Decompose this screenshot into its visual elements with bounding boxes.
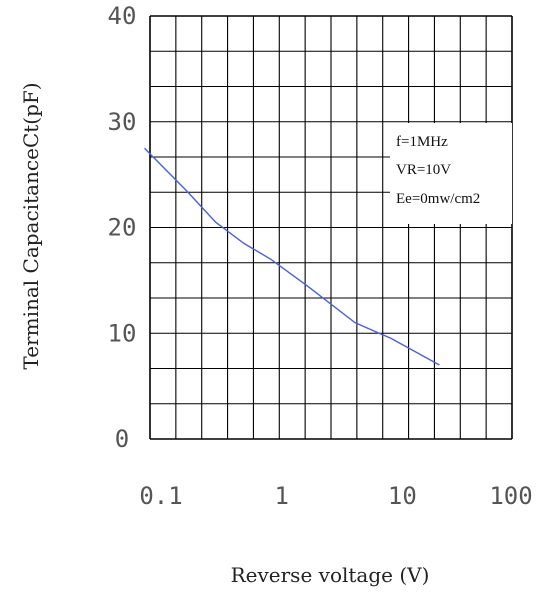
x-tick-label: 0.1 [139,482,182,510]
x-tick-label: 10 [388,482,417,510]
y-tick-label: 40 [108,2,137,30]
y-tick-label: 30 [108,108,137,136]
x-tick-label: 100 [489,482,532,510]
y-tick-label: 20 [108,214,137,242]
y-tick-labels: 0 10 20 30 40 [108,2,137,453]
annotation-irradiance: Ee=0mw/cm2 [396,191,480,207]
x-axis-label: Reverse voltage (V) [231,563,430,587]
annotation-frequency: f=1MHz [396,134,448,150]
x-tick-label: 1 [274,482,288,510]
series-line [144,147,440,366]
y-tick-label: 10 [108,319,137,347]
y-axis-label: Terminal CapacitanceCt(pF) [19,82,43,369]
annotation-box: f=1MHz VR=10V Ee=0mw/cm2 [390,123,512,224]
x-tick-labels: 0.1 1 10 100 [139,482,532,510]
annotation-background [390,123,512,224]
annotation-voltage: VR=10V [396,162,451,178]
y-tick-label: 0 [115,425,129,453]
grid [149,15,513,440]
